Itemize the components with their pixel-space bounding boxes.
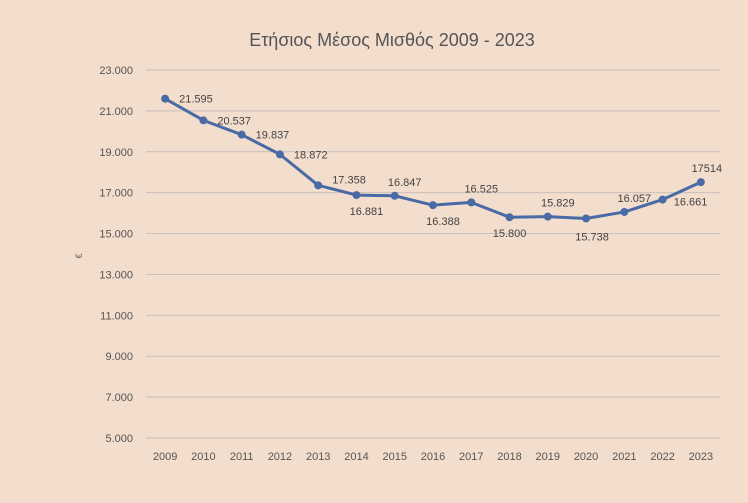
x-tick-label: 2013	[306, 451, 330, 463]
data-point	[467, 198, 476, 207]
x-tick-label: 2010	[191, 451, 215, 463]
x-tick-label: 2015	[382, 451, 406, 463]
x-tick-label: 2018	[497, 451, 521, 463]
data-point	[275, 150, 284, 159]
y-axis-label: €	[74, 253, 84, 258]
data-label: 16.388	[426, 216, 460, 228]
x-tick-label: 2022	[650, 451, 674, 463]
x-tick-label: 2020	[574, 451, 598, 463]
x-tick-label: 2019	[536, 451, 560, 463]
x-tick-label: 2009	[153, 451, 177, 463]
x-tick-label: 2017	[459, 451, 483, 463]
data-label: 15.829	[541, 198, 575, 210]
data-point	[543, 212, 552, 221]
y-tick-label: 5.000	[105, 433, 133, 445]
chart-title: Ετήσιος Μέσος Μισθός 2009 - 2023	[249, 30, 535, 50]
data-label: 18.872	[294, 149, 328, 161]
y-tick-label: 21.000	[99, 106, 133, 118]
data-label: 20.537	[217, 115, 251, 127]
data-point	[161, 94, 170, 103]
data-point	[658, 195, 667, 204]
data-label: 15.738	[575, 231, 609, 243]
data-point	[390, 191, 399, 200]
data-label: 16.881	[350, 206, 384, 218]
y-tick-label: 13.000	[99, 269, 133, 281]
data-point	[352, 191, 361, 200]
data-point	[199, 116, 208, 125]
data-point	[429, 201, 437, 210]
x-tick-label: 2012	[268, 451, 292, 463]
data-point	[620, 207, 629, 216]
data-label: 16.661	[674, 197, 708, 209]
y-tick-label: 11.000	[100, 310, 133, 322]
x-tick-label: 2011	[230, 451, 254, 463]
data-label: 21.595	[179, 94, 213, 106]
x-tick-label: 2023	[689, 451, 713, 463]
data-point	[314, 181, 323, 190]
data-label: 16.057	[618, 193, 652, 205]
data-point	[237, 130, 246, 139]
data-label: 17514	[692, 163, 723, 175]
data-point	[505, 213, 514, 222]
data-label: 15.800	[493, 228, 527, 240]
data-label: 19.837	[256, 130, 290, 142]
y-tick-label: 9.000	[105, 351, 133, 363]
x-tick-label: 2016	[421, 451, 445, 463]
data-label: 16.847	[388, 177, 422, 189]
data-label: 17.358	[332, 174, 366, 186]
x-tick-label: 2021	[612, 451, 636, 463]
y-tick-label: 17.000	[99, 188, 133, 200]
y-tick-label: 7.000	[105, 392, 133, 404]
data-point	[582, 214, 591, 223]
x-tick-label: 2014	[344, 451, 368, 463]
y-tick-label: 15.000	[99, 229, 133, 241]
data-point	[696, 178, 705, 187]
y-tick-label: 23.000	[99, 65, 133, 77]
y-tick-label: 19.000	[99, 147, 133, 159]
data-label: 16.525	[464, 183, 498, 195]
